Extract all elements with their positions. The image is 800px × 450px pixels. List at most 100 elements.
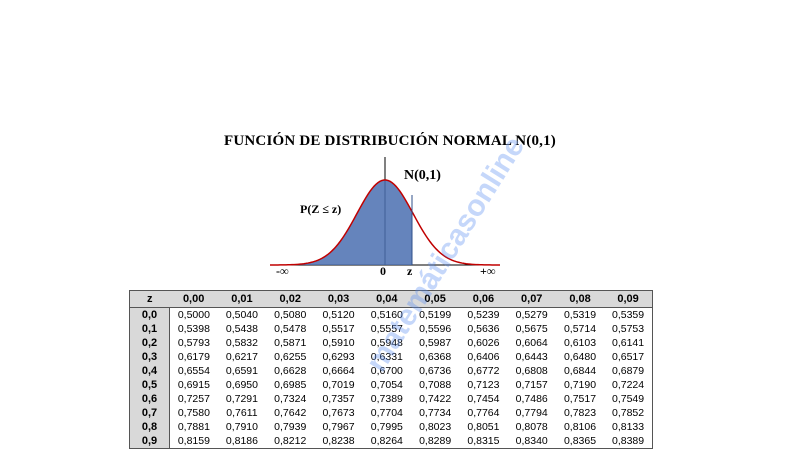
table-cell: 0,7517	[563, 393, 597, 405]
table-cell: 0,6844	[563, 365, 597, 377]
table-cell: 0,8159	[177, 435, 210, 447]
page-title: FUNCIÓN DE DISTRIBUCIÓN NORMAL N(0,1)	[223, 133, 556, 149]
table-row: 0,4 0,6554 0,6591 0,6628 0,6664 0,6700 0,6736 0…	[129, 364, 653, 378]
table-cell: 0,7939	[274, 421, 307, 433]
table-cell: 0,6406	[467, 351, 500, 363]
table-cell: 0,6103	[563, 337, 597, 349]
header-col: 0,07	[507, 290, 556, 308]
cumulative-area	[270, 180, 412, 265]
table-row: 0,3 0,6179 0,6217 0,6255 0,6293 0,6331 0,6368 0…	[129, 350, 653, 364]
table-cell: 0,7967	[322, 421, 355, 433]
table-cell: 0,6293	[322, 351, 355, 363]
header-z: z	[129, 290, 170, 308]
header-col: 0,05	[410, 290, 460, 308]
table-cell: 0,7088	[419, 379, 452, 391]
table-cell: 0,5636	[467, 323, 500, 335]
table-cell: 0,7764	[467, 407, 500, 419]
row-z-value: 0,6	[129, 392, 170, 406]
header-col: 0,03	[314, 290, 363, 308]
pos-infinity-label: +∞	[480, 264, 496, 278]
table-cell: 0,6554	[177, 365, 210, 377]
table-cell: 0,5557	[370, 323, 403, 335]
table-row: 0,2 0,5793 0,5832 0,5871 0,5910 0,5948 0,5987 0…	[129, 336, 653, 350]
table-cell: 0,8389	[612, 435, 645, 447]
table-cell: 0,7673	[322, 407, 355, 419]
header-col: 0,09	[604, 290, 653, 308]
table-cell: 0,5239	[467, 309, 500, 321]
table-cell: 0,5596	[419, 323, 452, 335]
table-cell: 0,7580	[177, 407, 210, 419]
table-cell: 0,5438	[225, 323, 258, 335]
table-cell: 0,8365	[563, 435, 597, 447]
table-cell: 0,7454	[467, 393, 500, 405]
table-cell: 0,6591	[225, 365, 258, 377]
table-row: 0,5 0,6915 0,6950 0,6985 0,7019 0,7054 0,7088 0…	[129, 378, 653, 392]
row-z-value: 0,1	[129, 322, 170, 336]
table-cell: 0,7324	[274, 393, 307, 405]
table-header-row: z 0,00 0,01 0,02 0,03 0,04 0,05 0,06 0,07 0,08 0,0…	[129, 290, 653, 308]
table-cell: 0,7357	[322, 393, 355, 405]
table-cell: 0,5793	[177, 337, 210, 349]
table-row: 0,1 0,5398 0,5438 0,5478 0,5517 0,5557 0,5596 0…	[129, 322, 653, 336]
table-cell: 0,5040	[225, 309, 258, 321]
table-cell: 0,6915	[177, 379, 210, 391]
table-cell: 0,6950	[225, 379, 258, 391]
table-cell: 0,7642	[274, 407, 307, 419]
density-curve	[270, 179, 500, 266]
table-cell: 0,5319	[563, 309, 597, 321]
table-cell: 0,8315	[467, 435, 500, 447]
table-cell: 0,8078	[515, 421, 548, 433]
table-cell: 0,8340	[515, 435, 548, 447]
table-cell: 0,5910	[322, 337, 355, 349]
table-row: 0,9 0,8159 0,8186 0,8212 0,8238 0,8264 0,8289 0…	[129, 434, 653, 449]
table-cell: 0,5871	[274, 337, 307, 349]
row-z-value: 0,5	[129, 378, 170, 392]
normal-curve-svg	[270, 157, 500, 266]
row-z-value: 0,4	[129, 364, 170, 378]
row-z-value: 0,0	[129, 307, 170, 322]
table-row: 0,8 0,7881 0,7910 0,7939 0,7967 0,7995 0,8023 0…	[129, 420, 653, 434]
table-cell: 0,5987	[419, 337, 452, 349]
table-cell: 0,7910	[225, 421, 258, 433]
table-cell: 0,7054	[370, 379, 403, 391]
table-cell: 0,8238	[322, 435, 355, 447]
table-cell: 0,5675	[515, 323, 548, 335]
table-cell: 0,6141	[612, 337, 645, 349]
table-cell: 0,6368	[419, 351, 452, 363]
table-cell: 0,8264	[370, 435, 403, 447]
table-cell: 0,7389	[370, 393, 403, 405]
table-cell: 0,7291	[225, 393, 258, 405]
normal-curve-figure	[270, 155, 500, 280]
zero-label: 0	[380, 264, 386, 278]
table-cell: 0,8289	[419, 435, 452, 447]
table-row: 0,0 0,5000 0,5040 0,5080 0,5120 0,5160 0,5199 0…	[129, 307, 653, 322]
table-cell: 0,8133	[612, 421, 645, 433]
table-cell: 0,6026	[467, 337, 500, 349]
table-cell: 0,7224	[612, 379, 645, 391]
table-cell: 0,7422	[419, 393, 452, 405]
table-cell: 0,6517	[612, 351, 645, 363]
table-cell: 0,6985	[274, 379, 307, 391]
table-cell: 0,7794	[515, 407, 548, 419]
table-cell: 0,7611	[226, 407, 258, 419]
table-cell: 0,6808	[515, 365, 548, 377]
table-cell: 0,6064	[515, 337, 548, 349]
table-row: 0,7 0,7580 0,7611 0,7642 0,7673 0,7704 0,7734 0…	[129, 406, 653, 420]
neg-infinity-label: -∞	[276, 264, 289, 278]
table-cell: 0,5199	[419, 309, 452, 321]
header-col: 0,06	[459, 290, 508, 308]
header-col: 0,08	[555, 290, 605, 308]
header-col: 0,04	[362, 290, 411, 308]
table-cell: 0,7852	[612, 407, 645, 419]
table-cell: 0,5714	[563, 323, 597, 335]
table-cell: 0,5478	[274, 323, 307, 335]
row-z-value: 0,8	[129, 420, 170, 434]
table-cell: 0,6217	[225, 351, 258, 363]
table-cell: 0,6443	[515, 351, 548, 363]
table-cell: 0,5753	[612, 323, 645, 335]
area-label: P(Z ≤ z)	[300, 202, 342, 216]
table-cell: 0,6700	[370, 365, 403, 377]
table-cell: 0,7881	[177, 421, 210, 433]
table-cell: 0,7486	[515, 393, 548, 405]
table-cell: 0,6255	[274, 351, 307, 363]
